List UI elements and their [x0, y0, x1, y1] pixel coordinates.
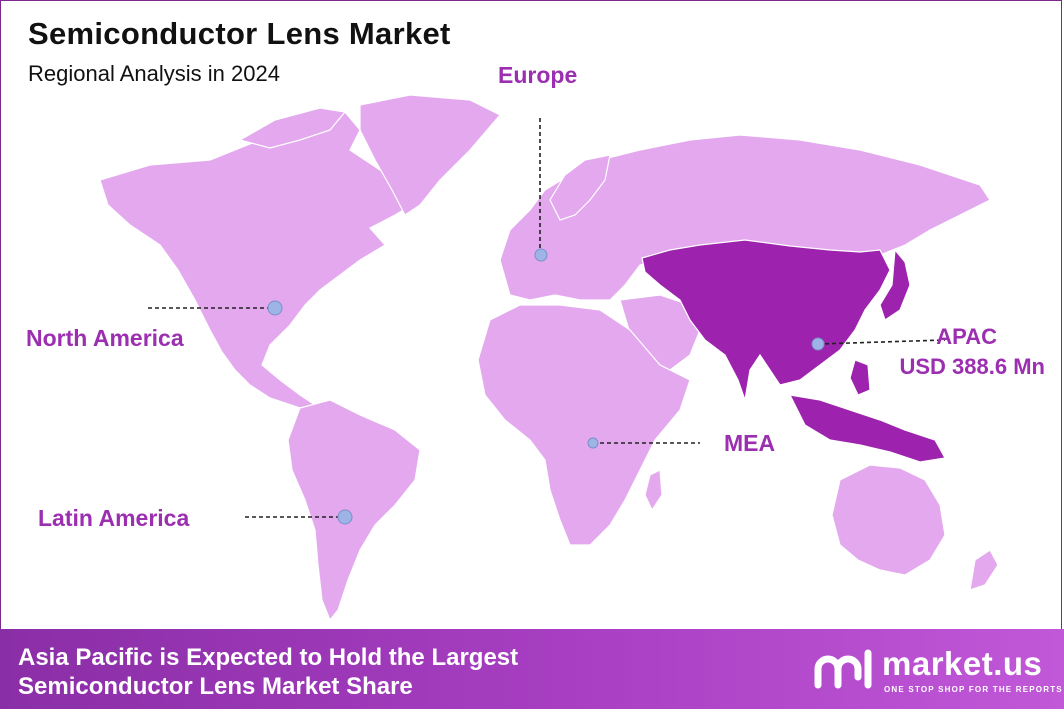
australia-landmass [831, 464, 946, 576]
scandinavia-landmass [549, 154, 611, 221]
chart-subtitle: Regional Analysis in 2024 [28, 61, 280, 86]
southeast-asia-islands-landmass [788, 394, 946, 463]
philippines-landmass [849, 359, 871, 396]
chart-title: Semiconductor Lens Market [28, 16, 451, 51]
north-america-label: North America [26, 325, 184, 351]
market-us-logo-icon [814, 649, 872, 689]
apac-marker [811, 337, 825, 351]
north-america-marker [267, 300, 283, 316]
greenland-landmass [359, 94, 501, 216]
europe-label: Europe [498, 62, 578, 88]
brand-logo: market.us ONE STOP SHOP FOR THE REPORTS [812, 645, 1062, 695]
japan-landmass [879, 248, 911, 321]
apac-label: APAC [936, 324, 997, 349]
apac-landmass [641, 239, 891, 401]
latin-america-label: Latin America [38, 505, 190, 531]
south-america-landmass [287, 399, 421, 622]
footer-line-1: Asia Pacific is Expected to Hold the Lar… [18, 644, 519, 671]
apac-value: USD 388.6 Mn [899, 354, 1046, 379]
new-zealand-landmass [969, 549, 999, 591]
footer-line-2: Semiconductor Lens Market Share [18, 673, 413, 700]
latin-america-marker [337, 509, 353, 525]
brand-name: market.us [882, 645, 1043, 682]
mea-marker [587, 437, 599, 449]
brand-tagline: ONE STOP SHOP FOR THE REPORTS [884, 685, 1063, 694]
europe-marker [534, 248, 548, 262]
footer-banner: Asia Pacific is Expected to Hold the Lar… [0, 629, 1064, 709]
arctic-islands-landmass [238, 107, 347, 149]
madagascar-landmass [644, 469, 663, 512]
africa-landmass [477, 304, 691, 546]
apac-label-group: APAC USD 388.6 Mn [900, 322, 1046, 382]
mea-label: MEA [724, 430, 776, 456]
north-america-landmass [99, 111, 422, 409]
apac-leader-line [817, 339, 946, 345]
world-map [99, 94, 999, 622]
footer-text: Asia Pacific is Expected to Hold the Lar… [18, 643, 518, 701]
